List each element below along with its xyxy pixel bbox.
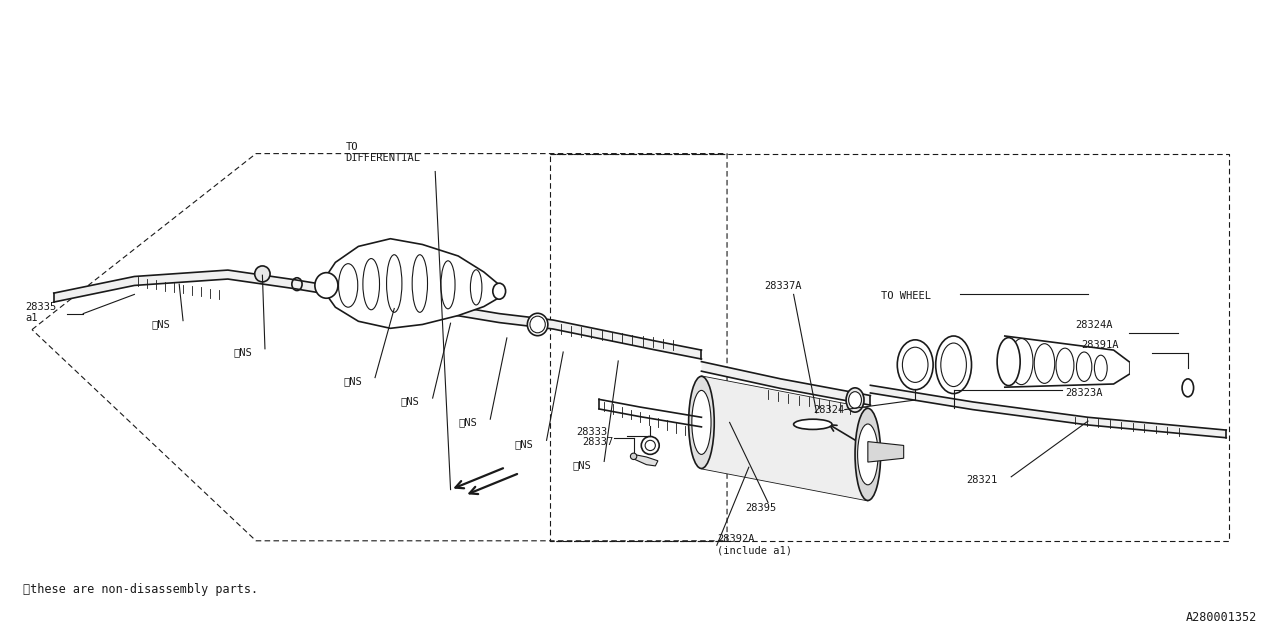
- Ellipse shape: [645, 440, 655, 451]
- Ellipse shape: [315, 273, 338, 298]
- Text: ※NS: ※NS: [458, 417, 477, 428]
- Ellipse shape: [1010, 339, 1033, 385]
- Ellipse shape: [1056, 348, 1074, 383]
- Text: ※these are non-disassembly parts.: ※these are non-disassembly parts.: [23, 584, 259, 596]
- Ellipse shape: [1094, 355, 1107, 381]
- Ellipse shape: [364, 259, 379, 310]
- Ellipse shape: [493, 283, 506, 299]
- Ellipse shape: [471, 269, 483, 305]
- Ellipse shape: [858, 424, 878, 485]
- Ellipse shape: [1183, 379, 1194, 397]
- Ellipse shape: [530, 316, 545, 333]
- Ellipse shape: [849, 392, 861, 408]
- Text: 28323A: 28323A: [1065, 387, 1102, 397]
- Text: ※NS: ※NS: [233, 347, 252, 357]
- Ellipse shape: [1076, 352, 1092, 381]
- Ellipse shape: [846, 388, 864, 412]
- Ellipse shape: [641, 436, 659, 454]
- Ellipse shape: [689, 376, 714, 468]
- Ellipse shape: [794, 419, 832, 429]
- Ellipse shape: [941, 343, 966, 387]
- Text: A280001352: A280001352: [1185, 611, 1257, 624]
- Polygon shape: [634, 454, 658, 466]
- Text: 28392A
(include a1): 28392A (include a1): [717, 534, 792, 556]
- Polygon shape: [1005, 336, 1129, 387]
- Polygon shape: [870, 385, 1226, 438]
- Text: 28324: 28324: [813, 405, 844, 415]
- Ellipse shape: [855, 408, 881, 500]
- Ellipse shape: [936, 336, 972, 394]
- Ellipse shape: [412, 255, 428, 312]
- Ellipse shape: [255, 266, 270, 282]
- Polygon shape: [701, 362, 870, 405]
- Text: 28391A: 28391A: [1082, 340, 1119, 350]
- Ellipse shape: [1034, 344, 1055, 383]
- Ellipse shape: [440, 260, 456, 308]
- Text: 28324A: 28324A: [1075, 319, 1112, 330]
- Text: ※NS: ※NS: [515, 439, 534, 449]
- Text: 28321: 28321: [966, 475, 997, 485]
- Ellipse shape: [692, 390, 712, 454]
- Text: 28337: 28337: [582, 436, 613, 447]
- Text: TO
DIFFERENTIAL: TO DIFFERENTIAL: [346, 141, 421, 163]
- Text: 28337A: 28337A: [764, 281, 801, 291]
- Ellipse shape: [527, 314, 548, 335]
- Text: 28333: 28333: [576, 428, 607, 437]
- Text: ※NS: ※NS: [343, 376, 362, 386]
- Text: 28335
a1: 28335 a1: [26, 301, 56, 323]
- Text: ※NS: ※NS: [572, 460, 591, 470]
- Text: ※NS: ※NS: [151, 319, 170, 329]
- Text: TO WHEEL: TO WHEEL: [881, 291, 931, 301]
- Polygon shape: [323, 239, 499, 328]
- Ellipse shape: [897, 340, 933, 390]
- Polygon shape: [868, 442, 904, 462]
- Ellipse shape: [630, 453, 637, 460]
- Text: ※NS: ※NS: [401, 396, 420, 406]
- Polygon shape: [701, 376, 868, 500]
- Ellipse shape: [387, 255, 402, 312]
- Polygon shape: [54, 270, 701, 359]
- Text: 28395: 28395: [745, 503, 776, 513]
- Ellipse shape: [338, 264, 358, 307]
- Ellipse shape: [902, 347, 928, 383]
- Ellipse shape: [997, 338, 1020, 385]
